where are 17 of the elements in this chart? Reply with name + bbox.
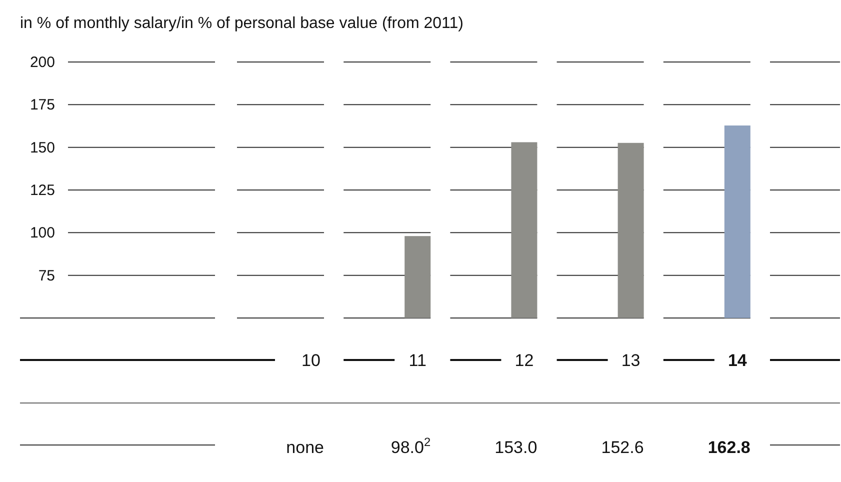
x-tick-label: 14 xyxy=(728,351,748,370)
y-tick-label: 150 xyxy=(30,139,55,156)
y-tick-label: 100 xyxy=(30,224,55,242)
y-tick-label: 75 xyxy=(38,267,55,284)
data-label: 162.8 xyxy=(708,438,750,457)
y-tick-label: 175 xyxy=(30,96,55,114)
chart-title: in % of monthly salary/in % of personal base value (from 2011) xyxy=(20,15,464,32)
x-tick-label: 10 xyxy=(302,351,320,370)
x-tick-label: 13 xyxy=(621,351,640,370)
x-tick-label: 12 xyxy=(514,351,534,370)
data-label: 98.0$^{2}$ xyxy=(390,435,431,457)
x-tick-label: 11 xyxy=(408,351,426,370)
y-tick-label: 200 xyxy=(30,54,55,71)
y-tick-label: 125 xyxy=(30,182,55,199)
data-label: 152.6 xyxy=(601,438,644,457)
text: none xyxy=(286,438,324,457)
data-label: 153.0 xyxy=(494,438,538,457)
